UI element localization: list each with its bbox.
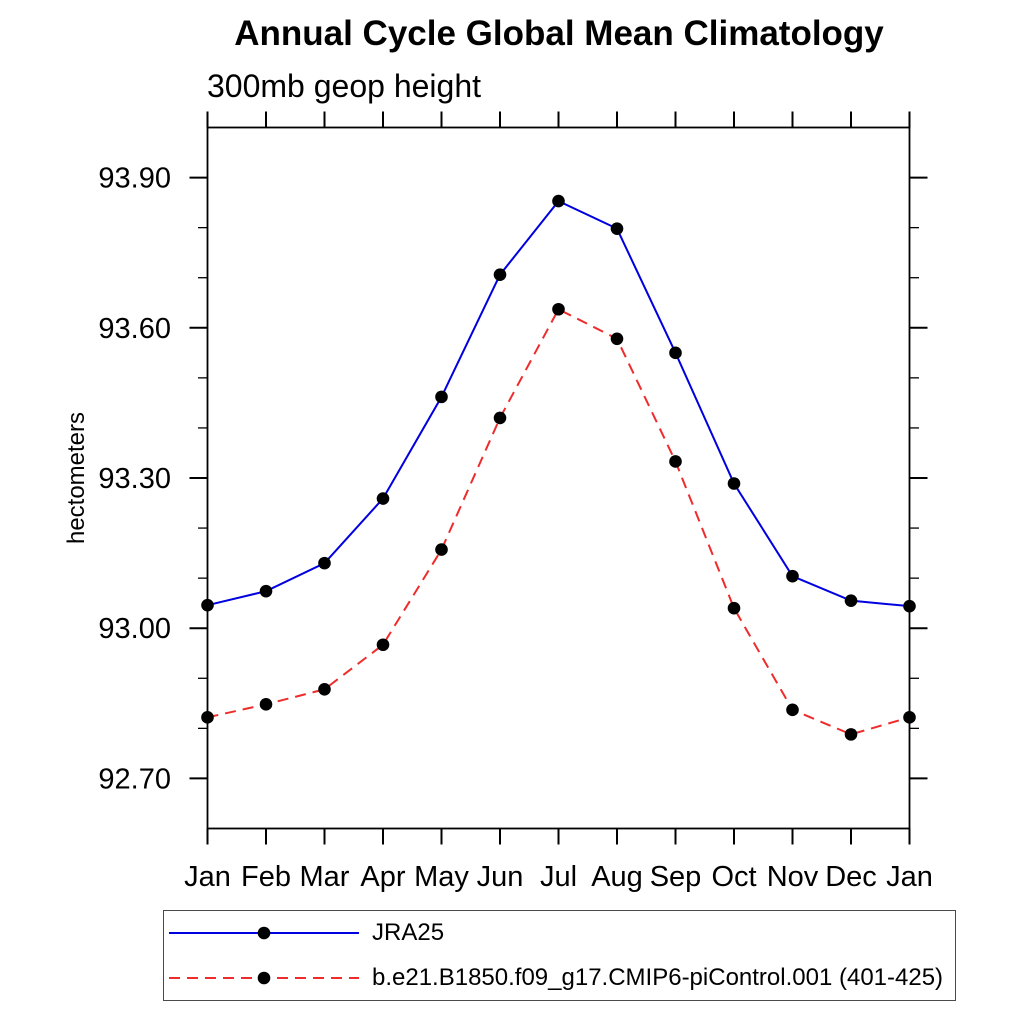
data-point-marker (610, 332, 624, 346)
legend-marker-icon (257, 971, 271, 985)
x-tick-label: Nov (767, 861, 819, 893)
data-point-marker (903, 599, 916, 613)
data-point-marker (844, 594, 858, 607)
y-tick-label: 92.70 (98, 763, 171, 795)
x-tick-label: Mar (300, 861, 350, 893)
x-tick-label: Jan (886, 861, 933, 893)
x-tick-label: Apr (360, 861, 405, 893)
x-tick-label: Oct (711, 861, 756, 893)
series-line-solid (207, 199, 910, 608)
y-tick-label: 93.30 (98, 463, 171, 495)
x-tick-label: Jan (184, 861, 231, 893)
data-point-marker (786, 703, 799, 717)
x-tick-label: Jul (540, 861, 577, 893)
data-point-marker (318, 556, 331, 570)
chart-subtitle: 300mb geop height (207, 68, 481, 104)
data-point-marker (669, 455, 682, 468)
x-tick-label: Aug (591, 861, 643, 893)
legend-row-picontrol: b.e21.B1850.f09_g17.CMIP6-piControl.001 … (164, 957, 955, 999)
legend-row-jra25: JRA25 (164, 912, 955, 954)
data-point-marker (903, 711, 916, 724)
data-point-marker (493, 411, 507, 425)
data-point-marker (376, 492, 390, 505)
plot-frame (206, 126, 911, 830)
data-point-marker (493, 268, 507, 282)
data-point-marker (552, 194, 565, 208)
data-point-marker (786, 569, 799, 583)
y-tick-label: 93.00 (98, 613, 171, 645)
data-point-marker (201, 711, 214, 724)
legend-box: JRA25 b.e21.B1850.f09_g17.CMIP6-piContro… (163, 910, 956, 1001)
legend-marker-icon (257, 926, 271, 940)
chart-title: Annual Cycle Global Mean Climatology (234, 14, 884, 53)
data-point-marker (727, 477, 741, 490)
data-point-marker (435, 543, 448, 556)
legend-label: b.e21.B1850.f09_g17.CMIP6-piControl.001 … (372, 963, 944, 991)
data-point-marker (844, 728, 858, 741)
legend-line-sample-solid (169, 926, 359, 940)
data-point-marker (201, 598, 214, 612)
legend-label: JRA25 (372, 919, 445, 947)
data-point-marker (318, 683, 331, 696)
x-tick-label: Feb (241, 861, 291, 893)
data-point-marker (727, 601, 741, 615)
x-tick-label: Dec (825, 861, 877, 893)
y-tick-label: 93.90 (98, 163, 171, 195)
x-tick-label: Jun (477, 861, 524, 893)
data-point-marker (259, 698, 273, 711)
data-point-marker (435, 390, 448, 404)
data-point-marker (669, 346, 682, 360)
x-tick-label: May (414, 861, 469, 893)
y-tick-label: 93.60 (98, 313, 171, 345)
data-point-marker (259, 584, 273, 598)
series-line-dashed (207, 307, 910, 736)
legend-line-sample-dashed (169, 971, 359, 985)
data-point-marker (552, 302, 565, 316)
data-point-marker (610, 222, 624, 235)
data-point-marker (376, 638, 390, 652)
x-tick-label: Sep (650, 861, 702, 893)
